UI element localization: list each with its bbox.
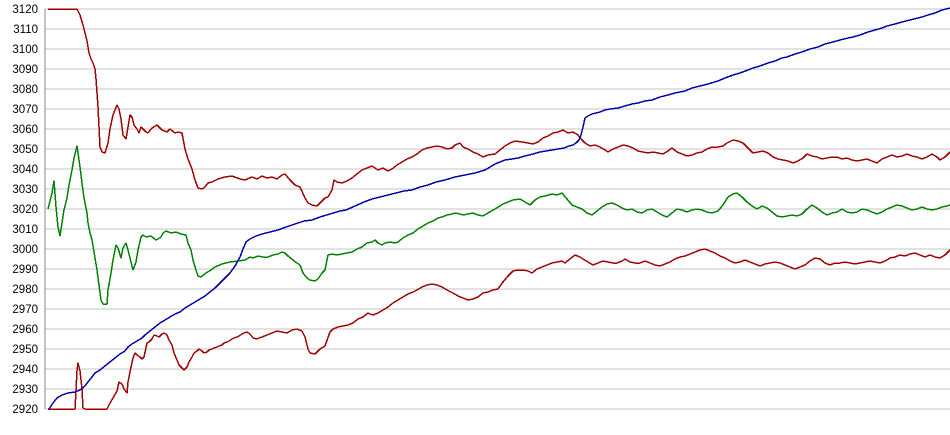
y-axis-tick-label: 2970	[12, 304, 38, 316]
series-blue-rising-line	[48, 7, 950, 410]
series-green-middle-line	[47, 145, 950, 305]
y-axis-tick-label: 3020	[12, 204, 38, 216]
series-red-lower-band	[48, 248, 950, 410]
y-axis-tick-label: 3090	[12, 64, 38, 76]
y-axis-tick-label: 3050	[12, 144, 38, 156]
y-axis-tick-label: 3080	[12, 84, 38, 96]
y-axis-tick-label: 2920	[12, 404, 38, 416]
y-axis-tick-label: 3060	[12, 124, 38, 136]
y-axis-tick-label: 3010	[12, 224, 38, 236]
y-axis-tick-label: 2960	[12, 324, 38, 336]
y-axis-tick-label: 2990	[12, 264, 38, 276]
y-axis-tick-label: 2930	[12, 384, 38, 396]
y-axis-tick-label: 3040	[12, 164, 38, 176]
y-axis-tick-label: 3070	[12, 104, 38, 116]
y-axis-tick-label: 2950	[12, 344, 38, 356]
y-axis-tick-label: 3100	[12, 44, 38, 56]
y-axis-tick-label: 3120	[12, 4, 38, 16]
y-axis-tick-label: 3000	[12, 244, 38, 256]
y-axis-tick-label: 2940	[12, 364, 38, 376]
series-red-upper-band	[48, 8, 950, 207]
y-axis-tick-label: 3030	[12, 184, 38, 196]
y-axis-tick-label: 2980	[12, 284, 38, 296]
y-axis-tick-label: 3110	[13, 24, 38, 36]
